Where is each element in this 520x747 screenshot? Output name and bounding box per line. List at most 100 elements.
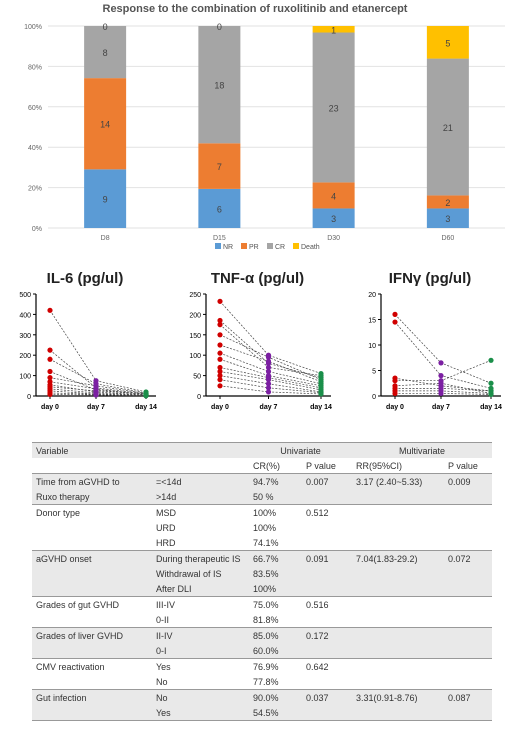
y-tick-label: 100	[19, 374, 31, 381]
data-point	[488, 357, 494, 363]
data-point	[392, 311, 398, 317]
y-tick-label: 15	[368, 318, 376, 325]
data-point	[488, 380, 494, 386]
x-tick-label: D8	[101, 235, 110, 242]
data-point	[438, 373, 444, 379]
y-tick-label: 0	[372, 394, 376, 401]
data-label: 9	[103, 195, 108, 205]
cell-variable	[32, 643, 152, 659]
data-point	[265, 354, 272, 360]
cell-p2	[444, 520, 492, 535]
bar-segment-nr	[426, 208, 469, 228]
cell-level: URD	[156, 522, 176, 533]
data-point	[318, 373, 324, 379]
legend-swatch	[215, 243, 221, 249]
x-tick-label: D30	[327, 235, 340, 242]
tnf-panel: TNF-α (pg/ul) 0 50 100 150 200 250 day 0 day 7 d…	[170, 270, 345, 420]
header-p2: P value	[448, 460, 478, 471]
table-row: Donor type MSD 100% 0.512	[32, 504, 492, 520]
data-point	[217, 317, 223, 324]
data-point	[392, 319, 398, 325]
cell-cr: 100%	[249, 504, 302, 520]
bar-segment-cr	[84, 26, 127, 79]
table-subheader-row: CR(%) P value RR(95%CI) P value	[32, 458, 492, 474]
data-point	[217, 368, 223, 375]
data-label: 3	[445, 214, 450, 224]
data-label: 5	[445, 38, 450, 48]
cell-cr: 60.0%	[249, 643, 302, 659]
table-header-row: Variable Univariate Multivariate	[32, 442, 492, 458]
cell-level: =<14d	[152, 473, 249, 489]
y-tick-label: 400	[19, 312, 31, 319]
cell-p1: 0.516	[302, 596, 352, 612]
il6-panel: IL-6 (pg/ul) 0 100 200 300 400 500 day 0 day 7 d…	[0, 270, 170, 420]
y-tick-label: 50	[193, 374, 201, 381]
table-row: Grades of gut GVHD III-IV 75.0% 0.516	[32, 596, 492, 612]
cell-cr: 83.5%	[249, 566, 302, 581]
data-point	[265, 358, 272, 364]
y-tick-label: 200	[189, 312, 201, 319]
data-point	[217, 332, 223, 338]
cell-cr: 85.0%	[249, 627, 302, 643]
cell-variable: Gut infection	[32, 689, 152, 705]
cell-p2	[444, 612, 492, 628]
data-label: 21	[443, 123, 453, 133]
data-point	[488, 391, 494, 398]
cell-level: 0-I	[152, 643, 249, 659]
header-univariate: Univariate	[249, 442, 352, 458]
cell-level: HRD	[156, 537, 176, 548]
cell-cr: 75.0%	[249, 596, 302, 612]
legend-label: NR	[223, 244, 233, 251]
table-row: Gut infection No 90.0% 0.037 3.31(0.91-8.76)…	[32, 689, 492, 705]
data-label: 0	[103, 22, 108, 32]
cell-variable	[32, 520, 152, 535]
y-tick-label: 150	[189, 333, 201, 340]
legend-label: CR	[275, 244, 285, 251]
data-point	[217, 342, 223, 348]
x-tick-label: day 14	[135, 404, 157, 411]
table-row: Ruxo therapy >14d 50 %	[32, 489, 492, 505]
bar-segment-pr	[198, 143, 241, 189]
cell-p1	[302, 674, 352, 690]
header-p1: P value	[306, 460, 336, 471]
cell-cr: 77.8%	[253, 676, 279, 687]
data-label: 7	[217, 162, 222, 172]
y-tick-label: 0	[197, 394, 201, 401]
subject-line	[219, 352, 322, 385]
header-cr: CR(%)	[253, 460, 280, 471]
subject-line	[219, 301, 322, 374]
data-point	[265, 368, 272, 375]
data-label: 23	[329, 103, 339, 113]
cell-cr: 66.7%	[249, 550, 302, 566]
x-tick-label: day 14	[480, 404, 502, 411]
data-point	[438, 360, 444, 366]
data-point	[217, 350, 223, 356]
cell-p2	[444, 596, 492, 612]
cell-p2: 0.009	[444, 473, 492, 489]
data-point	[47, 347, 53, 353]
cell-rr	[352, 504, 444, 520]
x-tick-label: day 7	[260, 404, 278, 411]
cell-variable: Grades of liver GVHD	[32, 627, 152, 643]
cell-p1	[302, 520, 352, 535]
cell-rr	[352, 658, 444, 674]
il6-title: IL-6 (pg/ul)	[46, 270, 124, 287]
cell-p2	[444, 566, 492, 581]
y-tick-label: 100	[189, 353, 201, 360]
data-point	[265, 381, 272, 387]
cell-cr: 100%	[249, 581, 302, 597]
cell-variable: CMV reactivation	[32, 658, 152, 674]
cell-p2: 0.087	[444, 689, 492, 705]
data-point	[217, 322, 223, 328]
data-point	[392, 390, 398, 397]
cell-variable	[32, 674, 152, 690]
il6-scatter-chart: 0 100 200 300 400 500 day 0 day 7 day 14	[19, 292, 157, 411]
x-tick-label: D60	[441, 235, 454, 242]
y-tick-label: 250	[189, 292, 201, 299]
subject-line	[219, 344, 322, 383]
cell-variable: aGVHD onset	[32, 550, 152, 566]
data-point	[47, 391, 53, 397]
table-row: Yes 54.5%	[32, 705, 492, 721]
cell-level: II-IV	[152, 627, 249, 643]
cell-p1	[302, 705, 352, 721]
